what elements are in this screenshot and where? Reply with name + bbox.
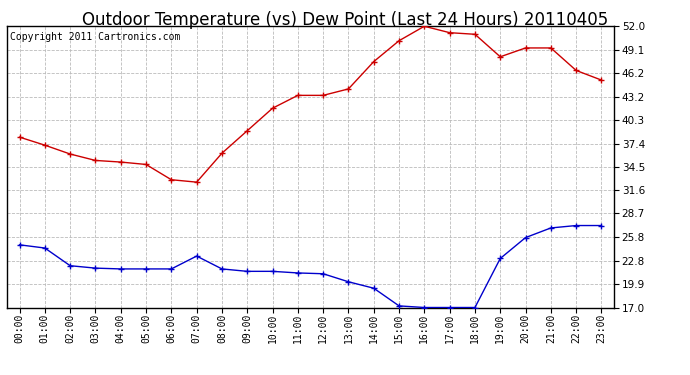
Text: Copyright 2011 Cartronics.com: Copyright 2011 Cartronics.com: [10, 32, 180, 42]
Text: Outdoor Temperature (vs) Dew Point (Last 24 Hours) 20110405: Outdoor Temperature (vs) Dew Point (Last…: [82, 11, 608, 29]
